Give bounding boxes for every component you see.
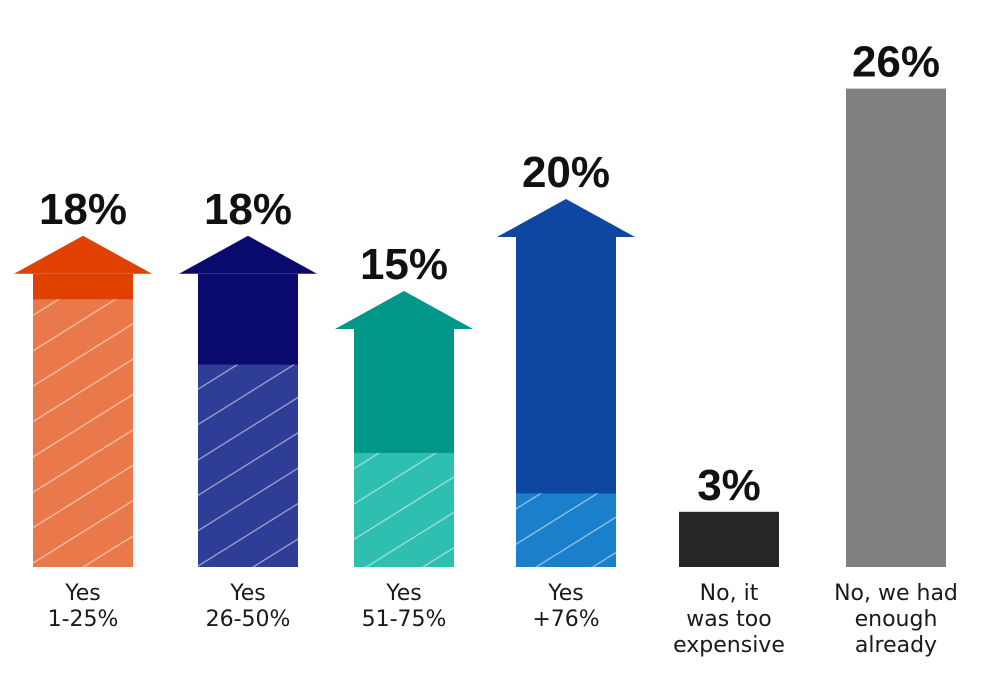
bar-4-hatch (516, 493, 616, 567)
bar-2-category-label: Yes 26-50% (206, 581, 291, 632)
bar-6-value-label: 26% (852, 38, 940, 87)
bar-3-arrow-head (335, 291, 473, 329)
bar-2-value-label: 18% (204, 185, 292, 234)
bar-2-arrow-head (179, 235, 317, 274)
bar-3-upper-segment (354, 329, 454, 454)
bar-5-category-label: No, it was too expensive (673, 581, 785, 658)
bar-3-value-label: 15% (360, 240, 448, 289)
bar-2-upper-segment (198, 273, 298, 366)
bar-2-hatch (198, 364, 298, 567)
bar-1-hatch (33, 299, 133, 567)
bar-1-category-line: Yes (64, 581, 101, 606)
bar-1-arrow-head (14, 235, 152, 274)
bar-5-category-line: expensive (673, 633, 785, 658)
bar-5-category-line: was too (686, 607, 771, 632)
bar-5-category-line: No, it (700, 581, 759, 606)
bar-4-category-line: Yes (547, 581, 584, 606)
bar-3-category-line: 51-75% (362, 607, 447, 632)
bars-layer (14, 88, 946, 567)
bar-6-category-line: already (855, 633, 937, 658)
bar-6-category-line: enough (855, 607, 938, 632)
bar-2-category-line: Yes (229, 581, 266, 606)
labels-layer: 18%Yes 1-25%18%Yes 26-50%15%Yes 51-75%20%Ye… (39, 38, 958, 658)
bar-6-rect (846, 88, 946, 567)
bar-1-value-label: 18% (39, 185, 127, 234)
bar-3-hatch (354, 452, 454, 567)
bar-6-category-line: No, we had (834, 581, 958, 606)
bar-6-category-label: No, we had enough already (834, 581, 958, 658)
bar-2-category-line: 26-50% (206, 607, 291, 632)
bar-3-category-label: Yes 51-75% (362, 581, 447, 632)
bar-4-value-label: 20% (522, 148, 610, 197)
bar-4-arrow-head (497, 199, 635, 237)
bar-1-category-line: 1-25% (48, 607, 119, 632)
bar-1-category-label: Yes 1-25% (48, 581, 119, 632)
bar-5-rect (679, 511, 779, 567)
bar-3-category-line: Yes (385, 581, 422, 606)
bar-4-category-line: +76% (532, 607, 599, 632)
bar-4-upper-segment (516, 237, 616, 494)
bar-5-value-label: 3% (697, 461, 761, 510)
bar-1-upper-segment (33, 273, 133, 300)
bar-4-category-label: Yes +76% (532, 581, 599, 632)
